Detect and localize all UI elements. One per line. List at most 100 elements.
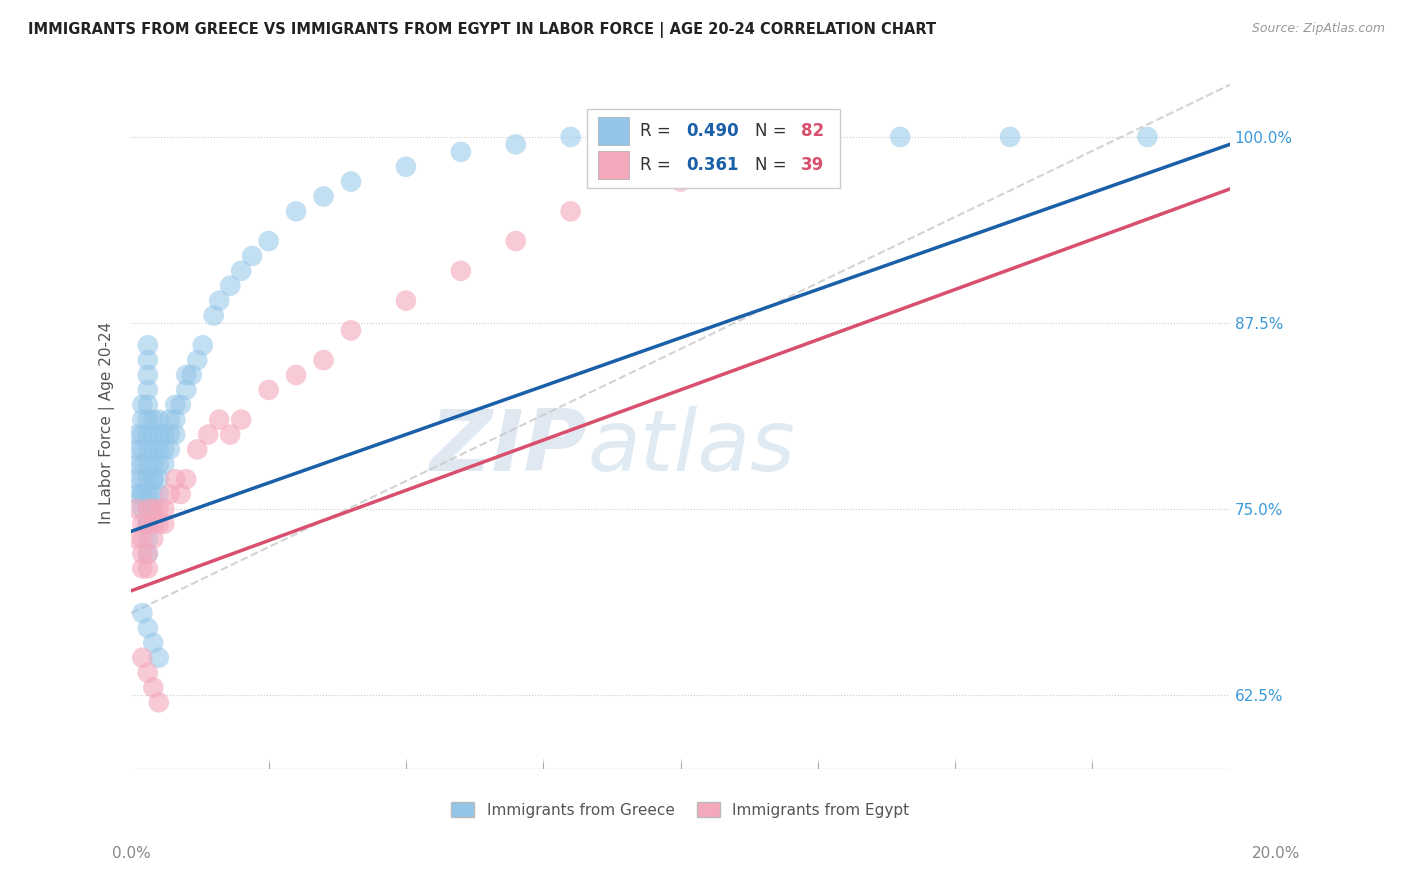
Point: [142, 502, 165, 516]
Point: [142, 458, 165, 472]
Point: [142, 636, 165, 650]
Point: [125, 502, 148, 516]
Text: IMMIGRANTS FROM GREECE VS IMMIGRANTS FROM EGYPT IN LABOR FORCE | AGE 20-24 CORRE: IMMIGRANTS FROM GREECE VS IMMIGRANTS FRO…: [28, 22, 936, 38]
Point: [136, 516, 159, 531]
Point: [560, 204, 582, 219]
Point: [153, 516, 176, 531]
Point: [208, 412, 231, 426]
Point: [125, 472, 148, 486]
Point: [148, 472, 170, 486]
Text: 39: 39: [801, 156, 824, 174]
Point: [669, 175, 692, 189]
FancyBboxPatch shape: [588, 109, 839, 188]
Point: [136, 561, 159, 575]
Point: [142, 427, 165, 442]
Point: [231, 264, 253, 278]
Text: R =: R =: [640, 156, 676, 174]
Point: [202, 309, 225, 323]
Point: [669, 130, 692, 145]
Point: [136, 458, 159, 472]
Point: [136, 383, 159, 397]
Point: [505, 234, 527, 248]
Point: [257, 383, 280, 397]
Point: [560, 130, 582, 145]
Point: [136, 398, 159, 412]
Y-axis label: In Labor Force | Age 20-24: In Labor Force | Age 20-24: [100, 322, 115, 524]
Text: atlas: atlas: [588, 406, 796, 489]
Point: [142, 472, 165, 486]
Point: [159, 427, 181, 442]
Point: [148, 516, 170, 531]
Point: [219, 278, 242, 293]
Point: [142, 502, 165, 516]
Point: [136, 516, 159, 531]
Point: [240, 249, 263, 263]
Point: [174, 368, 197, 382]
Text: ZIP: ZIP: [430, 406, 588, 489]
Point: [285, 204, 308, 219]
Point: [153, 458, 176, 472]
Point: [131, 472, 153, 486]
Text: 0.0%: 0.0%: [112, 846, 152, 861]
Point: [125, 442, 148, 457]
Point: [174, 472, 197, 486]
Point: [312, 353, 335, 368]
Point: [142, 412, 165, 426]
Point: [136, 472, 159, 486]
Point: [136, 338, 159, 352]
Point: [186, 442, 208, 457]
Legend: Immigrants from Greece, Immigrants from Egypt: Immigrants from Greece, Immigrants from …: [446, 796, 915, 824]
Point: [131, 502, 153, 516]
Point: [219, 427, 242, 442]
Point: [136, 427, 159, 442]
Point: [312, 189, 335, 203]
Point: [340, 323, 363, 337]
Point: [131, 606, 153, 620]
Point: [131, 427, 153, 442]
Point: [125, 532, 148, 546]
Point: [165, 472, 187, 486]
Point: [142, 681, 165, 695]
Point: [125, 458, 148, 472]
Point: [340, 175, 363, 189]
Point: [153, 427, 176, 442]
Point: [131, 532, 153, 546]
Text: 82: 82: [801, 121, 824, 140]
FancyBboxPatch shape: [598, 117, 628, 145]
Point: [614, 130, 637, 145]
Point: [165, 427, 187, 442]
Point: [125, 427, 148, 442]
Point: [131, 412, 153, 426]
Point: [998, 130, 1021, 145]
Text: 0.490: 0.490: [686, 121, 738, 140]
Text: N =: N =: [755, 121, 792, 140]
Point: [148, 650, 170, 665]
Point: [148, 502, 170, 516]
Point: [153, 502, 176, 516]
Point: [142, 516, 165, 531]
Point: [395, 160, 418, 174]
Point: [131, 487, 153, 501]
Point: [136, 412, 159, 426]
Point: [131, 442, 153, 457]
Point: [153, 442, 176, 457]
Point: [131, 458, 153, 472]
Point: [170, 398, 193, 412]
Point: [159, 442, 181, 457]
Point: [1136, 130, 1159, 145]
Point: [142, 487, 165, 501]
Point: [131, 561, 153, 575]
Point: [131, 398, 153, 412]
Point: [450, 264, 472, 278]
Point: [131, 516, 153, 531]
Point: [165, 398, 187, 412]
Point: [165, 412, 187, 426]
Point: [148, 487, 170, 501]
Point: [131, 487, 153, 501]
Text: 20.0%: 20.0%: [1253, 846, 1301, 861]
Point: [136, 532, 159, 546]
Point: [159, 412, 181, 426]
Point: [136, 353, 159, 368]
Point: [889, 130, 911, 145]
Point: [191, 338, 214, 352]
